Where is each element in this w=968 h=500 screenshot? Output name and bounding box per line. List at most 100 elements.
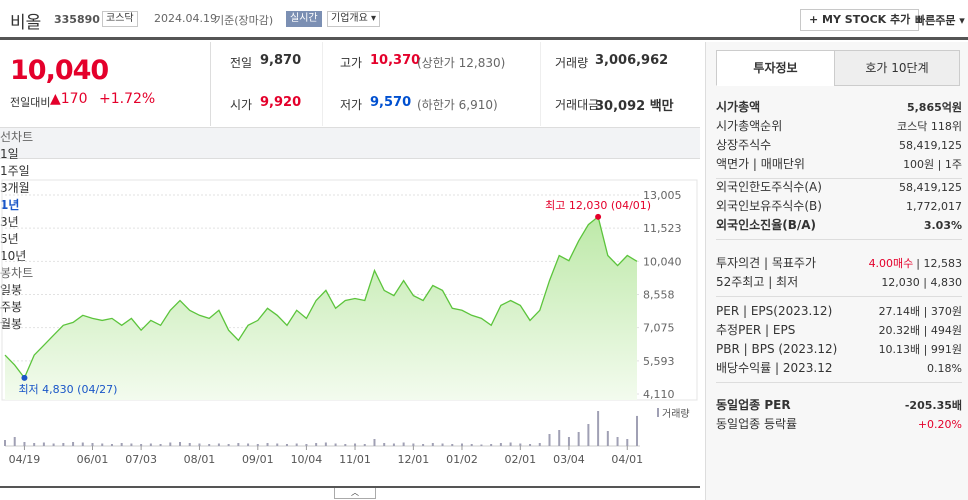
volume-bar — [480, 444, 483, 446]
info-row: 배당수익률 | 2023.12 0.18% — [716, 359, 962, 378]
volume-bar — [538, 443, 541, 446]
volume-bar — [490, 444, 493, 446]
basis: 기준(장마감) — [214, 14, 274, 27]
info-section: PER | EPS(2023.12) 27.14배 | 370원 추정PER | E… — [716, 300, 962, 383]
x-tick-label: 12/01 — [398, 453, 430, 466]
candle-tab[interactable]: 일봉 — [0, 283, 23, 297]
period-tab[interactable]: 3년 — [0, 215, 19, 229]
info-value-box: 1,772,017 — [906, 197, 962, 216]
quote-value: 3,006,962 — [595, 53, 669, 68]
period-tab[interactable]: 3개월 — [0, 181, 30, 195]
low-marker — [21, 374, 28, 381]
tab-label: 선차트 — [0, 130, 34, 144]
mystock-button[interactable]: + MY STOCK 추가 — [800, 9, 920, 31]
y-tick-label: 10,040 — [643, 255, 682, 268]
info-value-box: 100원 | 1주 — [903, 155, 962, 174]
volume-bar — [23, 442, 26, 446]
overview-button[interactable]: 기업개요 ▾ — [327, 11, 380, 27]
info-tab[interactable]: 호가 10단계 — [834, 50, 960, 86]
volume-bar — [567, 437, 570, 446]
volume-bar — [597, 411, 600, 446]
info-section: 시가총액 5,865억원 시가총액순위 코스닥 118위 상장주식수 58,419,125… — [716, 96, 962, 179]
volume-bar — [188, 443, 191, 446]
info-value: 58,419,125 — [899, 181, 962, 194]
volume-bar — [237, 443, 240, 446]
separator — [210, 42, 211, 126]
volume-bar — [509, 442, 512, 446]
high-label: 최고 12,030 (04/01) — [545, 199, 651, 212]
quick-order[interactable]: 빠른주문 ▾ — [915, 14, 965, 27]
quote-value: 30,092 백만 — [595, 99, 674, 114]
info-section: 동일업종 PER -205.35배 동일업종 등락률 +0.20% — [716, 394, 962, 438]
candle-tab[interactable]: 주봉 — [0, 300, 23, 314]
info-value: 27.14배 | 370원 — [878, 305, 962, 318]
quote-value: 10,370 — [370, 53, 421, 68]
quote-value: 9,920 — [260, 95, 302, 110]
volume-bar — [460, 443, 463, 446]
volume-bar — [33, 443, 36, 446]
y-tick-label: 5,593 — [643, 355, 675, 368]
stock-name: 비올 — [10, 13, 42, 33]
quote-label: 저가 — [340, 98, 363, 112]
date: 2024.04.19 — [154, 12, 217, 25]
volume-bar — [383, 443, 386, 446]
y-tick-label: 4,110 — [643, 388, 675, 401]
quote-label: 거래대금 — [555, 98, 600, 112]
info-label: 52주최고 | 최저 — [716, 275, 799, 289]
info-value-box: 58,419,125 — [899, 178, 962, 197]
volume-bar — [62, 443, 65, 446]
volume-bar — [130, 443, 133, 446]
period-tab[interactable]: 1주일 — [0, 164, 30, 178]
stock-code: 335890 — [54, 13, 100, 26]
volume-bar — [295, 443, 298, 446]
volume-bar — [422, 444, 425, 446]
x-tick-label: 07/03 — [125, 453, 157, 466]
quote-label: 전일 — [230, 56, 253, 70]
period-tab[interactable]: 5년 — [0, 232, 19, 246]
period-tab[interactable]: 1일 — [0, 147, 19, 161]
info-value: | 12,583 — [916, 257, 962, 270]
volume-bar — [577, 432, 580, 446]
volume-bar — [4, 440, 6, 446]
volume-bar — [217, 443, 220, 446]
info-value: 5,865억원 — [906, 101, 962, 114]
info-label: 외국인한도주식수(A) — [716, 180, 822, 194]
info-row: 상장주식수 58,419,125 — [716, 136, 962, 155]
y-tick-label: 8,558 — [643, 288, 675, 301]
info-panel: 투자정보 호가 10단계 시가총액 5,865억원 시가총액순위 코스닥 118위 상장주식… — [705, 42, 968, 500]
info-value: -205.35배 — [904, 399, 962, 412]
info-label: PBR | BPS (2023.12) — [716, 342, 838, 356]
volume-bar — [431, 443, 434, 446]
volume-bar — [616, 437, 619, 446]
toggle-button[interactable]: ︿ — [334, 488, 376, 499]
realtime-button[interactable]: 실시간 — [286, 11, 322, 27]
quote-label: 시가 — [230, 98, 253, 112]
info-label: 시가총액순위 — [716, 119, 783, 133]
info-row: PBR | BPS (2023.12) 10.13배 | 991원 — [716, 340, 962, 359]
volume-bar — [159, 444, 162, 446]
info-value: 1,772,017 — [906, 200, 962, 213]
info-value: 코스닥 118위 — [897, 120, 962, 133]
info-row: 외국인소진율(B/A) 3.03% — [716, 216, 962, 235]
quote-note: (상한가 12,830) — [417, 56, 506, 70]
volume-bar — [587, 424, 590, 446]
info-value: +0.20% — [917, 418, 962, 431]
x-tick-label: 01/02 — [446, 453, 478, 466]
info-row: PER | EPS(2023.12) 27.14배 | 370원 — [716, 302, 962, 321]
period-tab[interactable]: 1년 — [0, 198, 20, 212]
info-tab[interactable]: 투자정보 — [716, 50, 835, 86]
period-tab[interactable]: 10년 — [0, 249, 27, 263]
volume-bar — [626, 439, 629, 446]
volume-bar — [392, 443, 395, 446]
info-label: 배당수익률 | 2023.12 — [716, 361, 833, 375]
info-value-box: 12,030 | 4,830 — [881, 273, 962, 292]
info-label: 외국인보유주식수(B) — [716, 199, 822, 213]
volume-bar — [412, 443, 415, 446]
info-value: 100원 | 1주 — [903, 158, 962, 171]
y-tick-label: 7,075 — [643, 322, 675, 335]
volume-bar — [344, 444, 347, 446]
change-label: 전일대비 — [10, 96, 51, 109]
separator — [540, 42, 541, 126]
info-row: 동일업종 등락률 +0.20% — [716, 415, 962, 434]
info-value-box: +0.20% — [918, 415, 962, 434]
